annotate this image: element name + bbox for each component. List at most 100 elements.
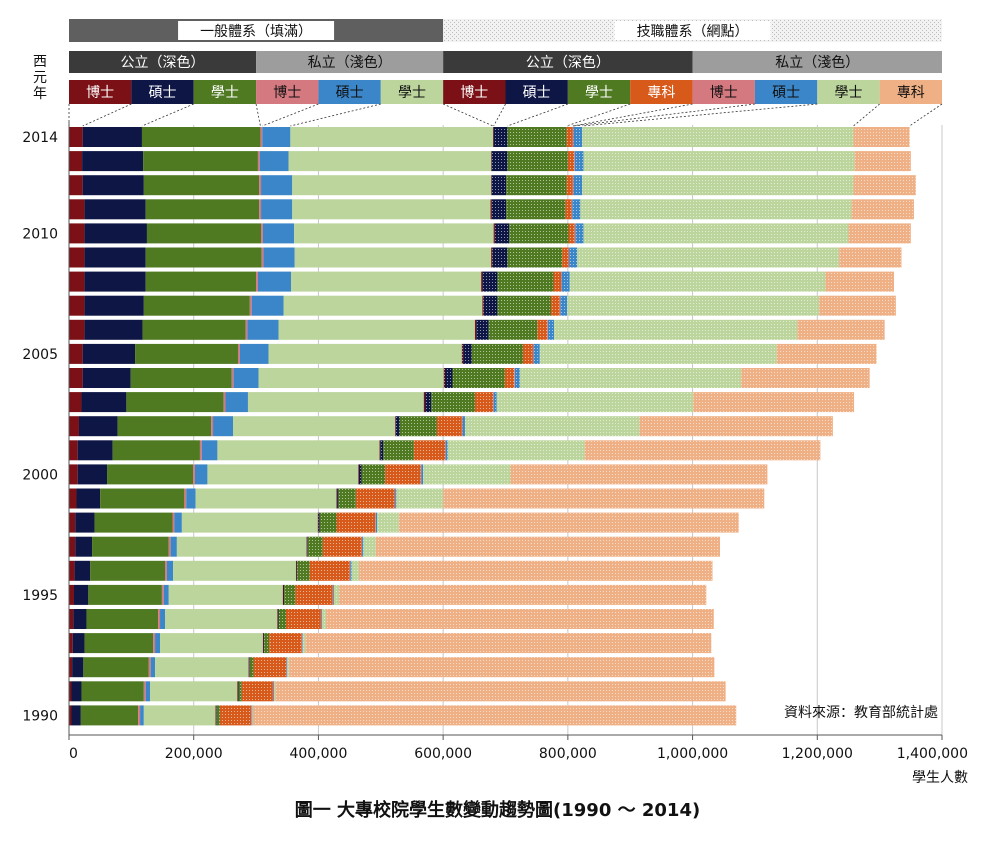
bar-segment-dots [219,705,252,726]
bar-segment [349,560,351,581]
header-connector-line [507,103,568,127]
bar-segment [259,199,262,220]
bar-segment [560,271,562,292]
bar-segment [143,175,260,196]
bar-segment [420,464,422,485]
bar-segment [168,584,283,605]
bar-stack [69,681,726,702]
sector-header-label: 公立（深色） [121,54,205,71]
x-tick-label: 600,000 [414,746,472,762]
bar-segment-dots [289,657,715,678]
bar-segment-dots [350,560,352,581]
bar-segment [145,199,260,220]
bar-segment-dots [551,295,560,316]
bar-stack [69,560,713,581]
bar-segment-dots [506,175,567,196]
bar-segment-dots [491,247,493,268]
bar-segment [283,295,483,316]
bar-segment-dots [510,464,768,485]
bar-segment-dots [482,271,498,292]
bar-segment-dots [825,271,894,292]
bar-segment [84,199,146,220]
bar-segment-dots [436,416,462,437]
header-connector-line [82,103,132,127]
bar-segment [75,512,95,533]
bar-segment [155,633,161,654]
bar-segment [82,175,144,196]
bar-segment [69,416,79,437]
series-header-cell [380,80,444,104]
bar-segment-dots [569,247,578,268]
series-header-cell [443,80,506,104]
bar-stack [69,392,855,413]
series-header-cell [318,80,381,104]
bar-segment [262,223,295,244]
bar-segment [262,127,291,147]
bar-segment [249,657,250,678]
bar-segment-dots [568,223,575,244]
bar-segment [69,199,85,220]
bar-segment [82,151,144,172]
bar-segment-dots [583,151,855,172]
bar-segment-dots [297,560,310,581]
bar-segment-dots [574,151,584,172]
sector-header-cell [443,51,693,73]
sector-header-cell [69,51,257,73]
bar-segment [126,392,224,413]
series-header-label: 學士 [585,85,613,101]
bar-segment [84,247,146,268]
series-header-cell [256,80,319,104]
bar-segment [145,271,257,292]
bar-segment [302,633,303,654]
x-tick-label: 800,000 [539,746,597,762]
bar-segment [143,705,216,726]
bar-segment [160,633,263,654]
bar-segment [69,488,77,509]
bar-segment-dots [514,368,520,388]
series-header-label: 專科 [897,85,925,101]
bar-segment [150,657,156,678]
bar-segment [262,633,264,654]
bar-segment-dots [554,319,798,340]
bar-segment [237,681,238,702]
bar-segment-dots [380,440,384,461]
bar-segment [237,343,240,364]
bar-segment [514,368,515,388]
series-header-label: 專科 [647,85,675,101]
bar-segment [358,464,359,485]
bar-segment [257,271,291,292]
series-header-label: 博士 [273,84,301,101]
header-connector-line [566,103,631,127]
series-header-label: 碩士 [523,85,551,101]
bar-segment-dots [507,151,568,172]
bar-segment [69,609,74,629]
bar-segment [273,681,275,702]
bar-segment-dots [375,536,721,557]
bar-segment [174,512,182,533]
bar-segment-dots [573,127,583,147]
bar-segment-dots [325,609,714,629]
series-header-cell [692,80,755,104]
system-header-label-box [614,21,771,40]
system-header-label: 技職體系（網點） [637,24,749,40]
header-connector-line [262,103,319,127]
bar-stack [69,223,911,244]
series-header-label: 學士 [398,85,426,101]
header-connector-line [493,103,506,127]
bar-stack [69,536,721,557]
bar-segment-dots [396,488,444,509]
bar-segment-dots [339,584,707,605]
series-header-label: 博士 [460,84,488,101]
bar-segment-dots [445,368,453,388]
bar-segment [247,392,424,413]
bar-segment [69,681,72,702]
bar-segment [143,151,258,172]
bar-segment [277,609,279,629]
bar-segment-dots [358,464,362,485]
bar-segment-dots [471,343,523,364]
bar-segment [143,295,250,316]
bar-segment-dots [506,199,566,220]
bar-segment [69,343,83,364]
bar-stack [69,705,737,726]
